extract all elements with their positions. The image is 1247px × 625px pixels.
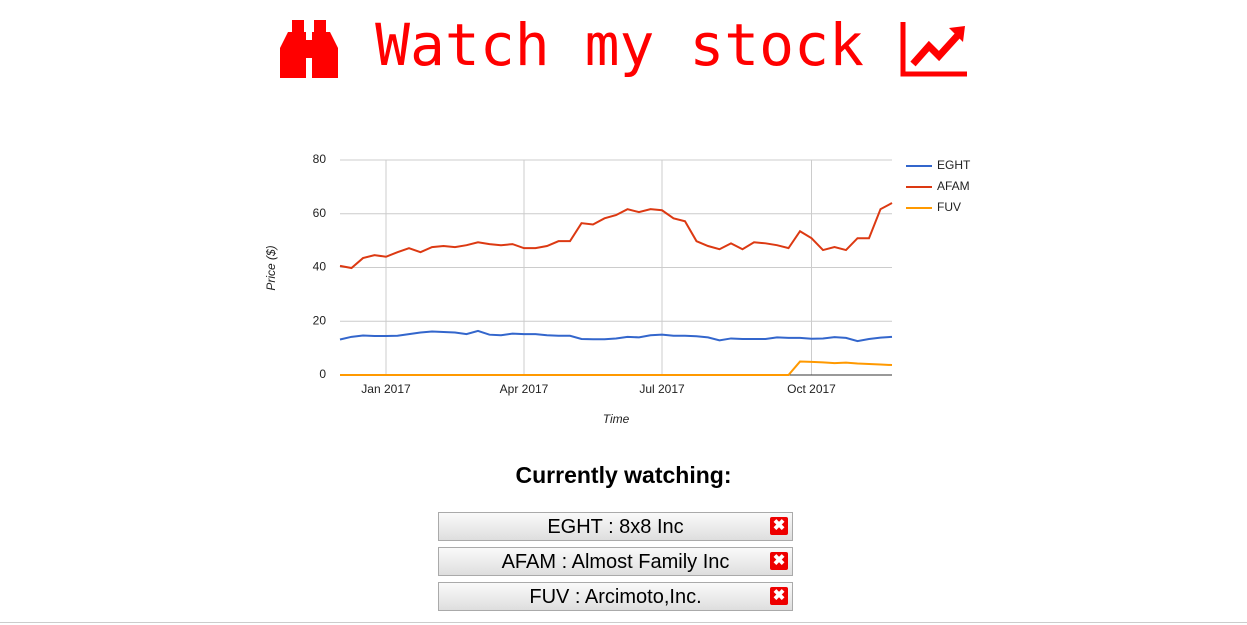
- y-tick-label: 60: [313, 206, 327, 220]
- legend-label: AFAM: [937, 179, 970, 193]
- x-axis-title: Time: [603, 412, 630, 426]
- y-axis-title: Price ($): [264, 245, 278, 290]
- x-tick-label: Jan 2017: [361, 382, 411, 396]
- remove-button[interactable]: ✖: [770, 552, 788, 570]
- watch-item[interactable]: EGHT : 8x8 Inc ✖: [438, 512, 793, 541]
- line: [339, 202, 893, 270]
- watch-item[interactable]: FUV : Arcimoto,Inc. ✖: [438, 582, 793, 611]
- y-tick-label: 0: [319, 367, 326, 381]
- remove-button[interactable]: ✖: [770, 587, 788, 605]
- watch-item-label: AFAM : Almost Family Inc: [501, 551, 730, 573]
- x-tick-label: Jul 2017: [639, 382, 685, 396]
- chart: Time Price ($) 0 20 40 60 80 Jan 2017 Apr 2017…: [264, 152, 971, 426]
- watch-item-label: FUV : Arcimoto,Inc.: [529, 586, 702, 608]
- watch-item-label: EGHT : 8x8 Inc: [547, 516, 684, 538]
- y-tick-label: 40: [313, 260, 327, 274]
- title: Watch my stock: [375, 11, 864, 79]
- chart-icon: [900, 21, 967, 77]
- line: [339, 329, 893, 343]
- header: Watch my stock: [0, 10, 1247, 80]
- x-tick-label: Oct 2017: [787, 382, 836, 396]
- x-tick-label: Apr 2017: [500, 382, 549, 396]
- line: [340, 360, 893, 376]
- legend-label: EGHT: [937, 158, 971, 172]
- binoculars-icon: [280, 19, 339, 78]
- remove-button[interactable]: ✖: [770, 517, 788, 535]
- watching-heading: Currently watching:: [515, 462, 732, 488]
- y-tick-label: 80: [313, 152, 327, 166]
- y-tick-label: 20: [313, 313, 327, 327]
- legend-label: FUV: [937, 200, 961, 214]
- divider: [0, 622, 1247, 623]
- watch-item[interactable]: AFAM : Almost Family Inc ✖: [438, 547, 793, 576]
